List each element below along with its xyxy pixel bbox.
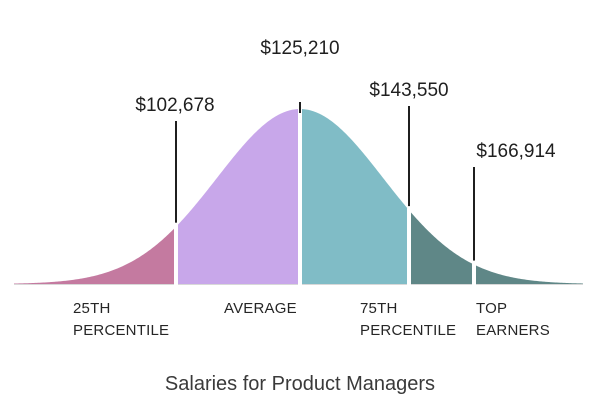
segment-dividers xyxy=(174,107,476,285)
category-labels: 25TH PERCENTILE AVERAGE 75TH PERCENTILE TOP EA… xyxy=(73,300,550,339)
chart-title: Salaries for Product Managers xyxy=(165,373,435,395)
segment-top-earners xyxy=(409,210,583,284)
segment-75th-percentile xyxy=(300,109,409,284)
marker-value-label: $143,550 xyxy=(369,80,448,101)
category-label: AVERAGE xyxy=(224,300,297,317)
segment-25th-percentile xyxy=(14,226,176,284)
value-markers: $102,678 $125,210 $143,550 $166,914 xyxy=(135,38,556,261)
marker-value-label: $102,678 xyxy=(135,95,214,116)
category-label: TOP EARNERS xyxy=(476,300,550,339)
category-label: 25TH PERCENTILE xyxy=(73,300,169,339)
category-label: 75TH PERCENTILE xyxy=(360,300,456,339)
curve-segments xyxy=(14,109,583,285)
marker-value-label: $125,210 xyxy=(260,38,339,59)
segment-average xyxy=(176,109,300,284)
marker-value-label: $166,914 xyxy=(476,141,556,162)
